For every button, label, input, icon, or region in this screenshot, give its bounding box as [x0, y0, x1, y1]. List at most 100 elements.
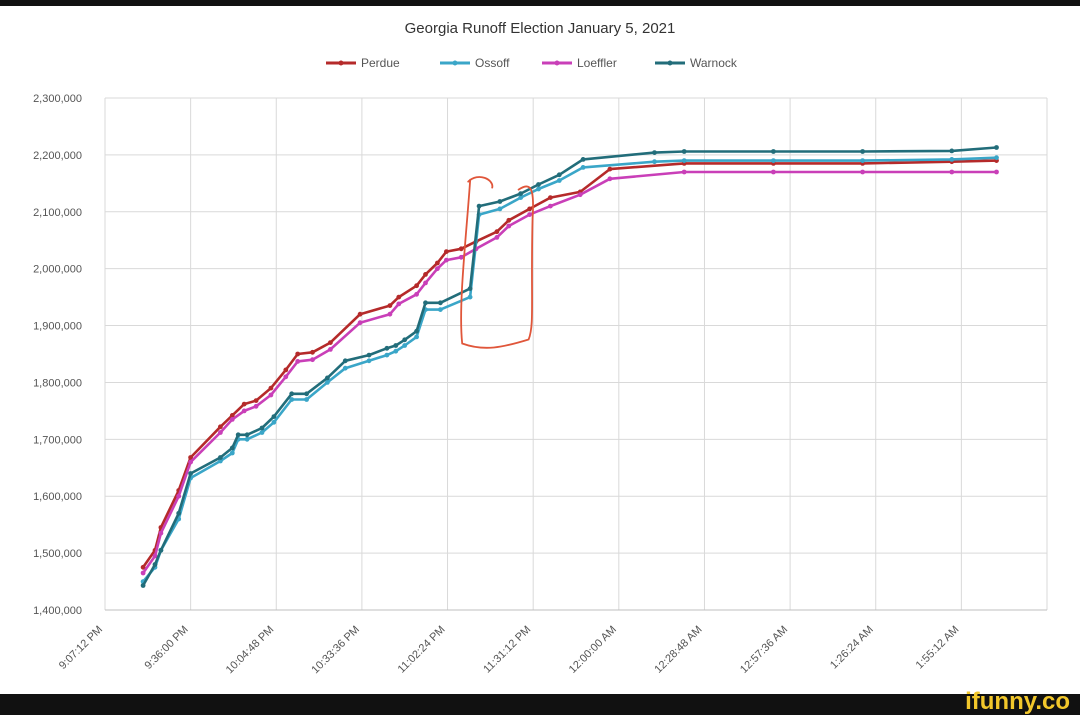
data-point: [393, 343, 399, 348]
y-tick-label: 2,200,000: [33, 150, 82, 162]
series-line: [142, 170, 997, 574]
data-point: [384, 352, 390, 358]
data-point: [158, 530, 164, 536]
annotations: [460, 176, 534, 349]
data-point: [218, 458, 223, 464]
data-point: [458, 246, 464, 252]
data-point: [506, 217, 512, 223]
data-point: [304, 391, 309, 397]
data-point: [152, 553, 158, 559]
data-point: [771, 158, 776, 164]
data-point: [497, 199, 503, 204]
data-point: [444, 249, 449, 255]
x-tick-label: 12:57:36 AM: [738, 624, 790, 676]
series-line: [141, 146, 997, 587]
data-point: [994, 145, 999, 150]
data-point: [357, 320, 363, 326]
data-point: [435, 266, 440, 272]
data-point: [229, 417, 235, 422]
data-point: [268, 392, 274, 398]
data-point: [396, 294, 402, 300]
x-tick-label: 1:26:24 AM: [828, 624, 876, 672]
data-point: [289, 391, 295, 397]
data-point: [435, 260, 440, 266]
data-point: [681, 158, 687, 164]
data-point: [384, 345, 390, 351]
data-point: [414, 283, 419, 289]
data-point: [310, 349, 315, 355]
data-point: [467, 286, 473, 291]
x-tick-label: 11:31:12 PM: [481, 624, 533, 676]
x-tick-label: 10:04:48 PM: [224, 624, 277, 677]
data-point: [548, 203, 553, 209]
data-point: [366, 358, 372, 364]
data-point: [444, 257, 449, 263]
legend-marker: [452, 60, 458, 66]
data-point: [556, 172, 562, 178]
data-point: [607, 166, 613, 172]
legend-marker: [667, 60, 673, 66]
data-point: [518, 195, 524, 201]
data-point: [283, 374, 289, 380]
data-point: [387, 311, 393, 317]
data-point: [580, 157, 586, 162]
data-point: [681, 149, 687, 154]
y-tick-label: 1,900,000: [33, 321, 82, 333]
data-point: [235, 432, 241, 438]
series-warnock: [140, 145, 999, 588]
y-tick-label: 1,600,000: [33, 491, 82, 503]
legend: Perdue Ossoff Loeffler Warnock: [326, 56, 738, 70]
data-point: [771, 169, 776, 175]
data-point: [229, 450, 235, 456]
data-point: [357, 311, 363, 317]
x-tick-label: 9:36:00 PM: [142, 624, 190, 672]
data-point: [218, 430, 223, 435]
series-loeffler: [140, 169, 999, 576]
y-tick-label: 2,100,000: [33, 207, 82, 219]
y-tick-label: 1,500,000: [33, 548, 82, 560]
data-point: [536, 186, 541, 192]
data-point: [494, 235, 500, 240]
grid: [104, 97, 1048, 611]
x-tick-label: 9:07:12 PM: [57, 624, 105, 672]
data-point: [458, 254, 464, 260]
legend-label: Ossoff: [475, 56, 510, 70]
y-tick-label: 2,300,000: [33, 93, 82, 105]
data-point: [423, 280, 428, 286]
data-point: [393, 348, 399, 354]
data-point: [476, 203, 482, 209]
legend-marker: [554, 60, 560, 66]
data-point: [229, 445, 235, 451]
series-line: [142, 159, 997, 569]
data-point: [188, 455, 194, 460]
data-point: [548, 195, 553, 201]
data-point: [771, 149, 776, 154]
hand-drawn-highlight-box: [460, 176, 534, 349]
x-tick-label: 11:02:24 PM: [396, 624, 448, 676]
legend-label: Loeffler: [577, 56, 617, 70]
data-point: [158, 547, 164, 553]
data-point: [994, 169, 999, 175]
x-tick-label: 12:28:48 AM: [652, 624, 704, 676]
data-point: [860, 149, 865, 154]
data-point: [188, 471, 194, 476]
data-point: [140, 570, 146, 576]
line-chart: Georgia Runoff Election January 5, 2021 …: [33, 20, 1048, 677]
data-point: [268, 385, 274, 391]
data-point: [949, 157, 955, 162]
data-point: [229, 413, 235, 418]
data-point: [152, 562, 158, 567]
bottom-border: [0, 694, 1080, 715]
data-point: [241, 408, 247, 414]
data-point: [438, 300, 443, 306]
series-ossoff: [140, 155, 999, 584]
data-point: [652, 150, 657, 156]
data-point: [438, 307, 443, 312]
legend-label: Warnock: [690, 56, 738, 70]
data-point: [244, 432, 250, 438]
data-point: [527, 206, 532, 212]
data-point: [414, 334, 419, 340]
data-point: [387, 303, 393, 308]
data-point: [681, 169, 687, 175]
